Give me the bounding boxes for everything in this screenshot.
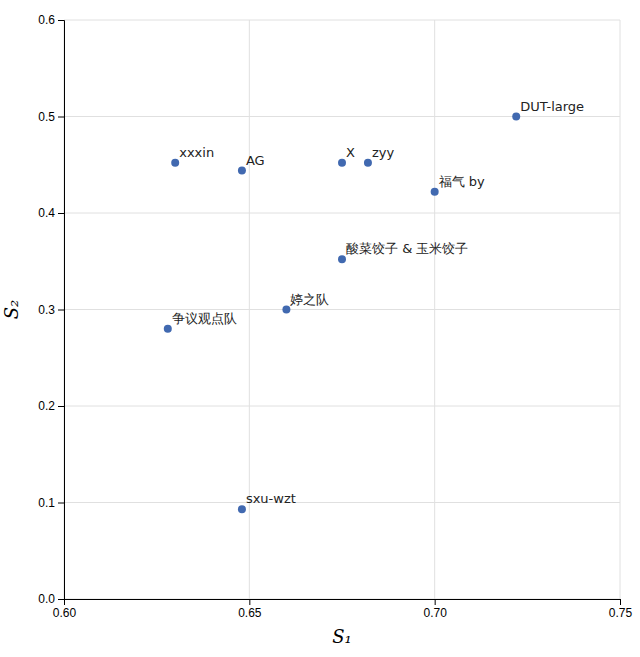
point: [164, 325, 172, 333]
grid: [64, 20, 620, 599]
grid-line: [64, 309, 620, 310]
tick-mark: [58, 503, 64, 504]
point: [238, 167, 246, 175]
x-axis-title: S₁: [332, 626, 352, 647]
point: [238, 505, 246, 513]
point-label: zyy: [372, 145, 395, 160]
tick-label: 0.65: [238, 606, 262, 620]
tick-label: 0.2: [38, 399, 55, 413]
point: [282, 306, 290, 314]
point-label: 争议观点队: [172, 311, 237, 326]
axis-line: [58, 21, 65, 600]
tick: 0.1: [38, 496, 64, 510]
tick-mark: [435, 599, 436, 605]
grid-line: [64, 406, 620, 407]
tick: 0.2: [38, 399, 64, 413]
grid-line: [64, 20, 620, 21]
plot: 0.60 0.65 0.70 0.75 0.0 0.1 0.2 0.3 0.4 0.5 0.6 DUT…: [38, 13, 632, 619]
point-label: AG: [246, 153, 265, 168]
tick: 0.65: [238, 599, 262, 620]
point-label: xxxin: [179, 145, 214, 160]
tick-label: 0.70: [423, 606, 447, 620]
tick-label: 0.3: [38, 303, 55, 317]
point: [512, 113, 520, 121]
tick-mark: [58, 310, 64, 311]
tick-label: 0.0: [38, 592, 55, 606]
point-label: 婷之队: [290, 292, 329, 307]
tick-label: 0.5: [38, 110, 55, 124]
point-label: 福气 by: [439, 174, 485, 189]
tick-mark: [58, 117, 64, 118]
tick-mark: [620, 599, 621, 605]
chart: 0.60 0.65 0.70 0.75 0.0 0.1 0.2 0.3 0.4 0.5 0.6 DUT…: [0, 0, 640, 657]
points: [164, 113, 520, 514]
grid-line: [64, 502, 620, 503]
tick-mark: [58, 406, 64, 407]
tick-mark: [58, 20, 64, 21]
grid-line: [64, 213, 620, 214]
tick-label: 0.6: [38, 13, 55, 27]
point-label: X: [346, 145, 355, 160]
point-label: DUT-large: [520, 99, 584, 114]
point-label: 酸菜饺子 & 玉米饺子: [346, 241, 468, 256]
grid-line: [64, 116, 620, 117]
point: [171, 159, 179, 167]
tick: 0.5: [38, 110, 64, 124]
tick-mark: [249, 599, 250, 605]
tick-mark: [58, 599, 64, 600]
point: [364, 159, 372, 167]
point: [338, 159, 346, 167]
tick-label: 0.75: [609, 606, 633, 620]
tick-label: 0.4: [38, 206, 55, 220]
y-axis: 0.0 0.1 0.2 0.3 0.4 0.5 0.6: [38, 13, 64, 606]
tick: 0.4: [38, 206, 64, 220]
tick: 0.6: [38, 13, 64, 27]
axis-line: [65, 600, 621, 606]
point: [431, 188, 439, 196]
tick: 0.60: [53, 599, 77, 620]
x-axis: 0.60 0.65 0.70 0.75: [53, 599, 633, 620]
tick: 0.75: [609, 599, 633, 620]
tick-label: 0.60: [53, 606, 77, 620]
point: [338, 255, 346, 263]
tick: 0.0: [38, 592, 64, 606]
point-label: sxu-wzt: [246, 491, 296, 506]
y-axis-title: S₂: [1, 300, 22, 320]
tick-label: 0.1: [38, 496, 55, 510]
tick-mark: [58, 213, 64, 214]
point-labels: DUT-large xxxin AG Xzyy 福气 by 酸菜饺子 & 玉米饺子婷之队争…: [172, 99, 584, 507]
tick: 0.3: [38, 303, 64, 317]
tick: 0.70: [423, 599, 447, 620]
